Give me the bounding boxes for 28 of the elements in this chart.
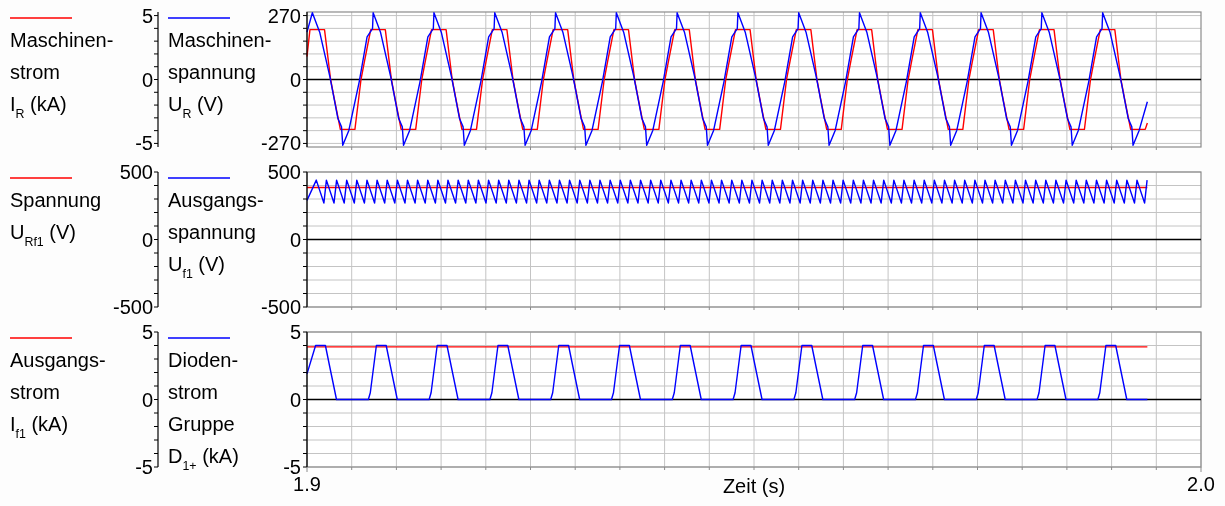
line-series <box>306 344 1149 401</box>
y-tick-label: -5 <box>135 456 153 478</box>
legend-label: Spannung U$_{Rf1}$ (V) <box>10 189 102 249</box>
y-tick-label: 0 <box>141 228 153 251</box>
legend-label: Ausgangs- strom I$_{f1}$ (kA) <box>10 349 106 441</box>
y2-tick-label: -500 <box>260 296 301 318</box>
legend-label: Dioden- strom Gruppe D$_{1+}$ (kA) <box>168 349 239 473</box>
x-axis-title: Zeit (s) <box>722 475 786 497</box>
y-tick-label: 500 <box>119 161 153 183</box>
line-series <box>306 28 1149 131</box>
legend-label: Ausgangs- spannung U$_{f1}$ (V) <box>168 189 264 281</box>
y2-tick-label: 0 <box>289 68 301 91</box>
y-tick-label: 5 <box>141 321 153 343</box>
y2-tick-label: 270 <box>267 4 301 27</box>
y2-tick-label: -270 <box>260 132 301 155</box>
y2-tick-label: 0 <box>289 228 301 251</box>
y2-tick-label: 500 <box>267 161 301 183</box>
y2-tick-label: 0 <box>289 388 301 411</box>
y-tick-label: -5 <box>135 132 153 155</box>
y-tick-label: 0 <box>141 388 153 411</box>
legend-label: Maschinen- strom I$_{R}$ (kA) <box>10 29 114 121</box>
line-series <box>306 12 1149 147</box>
y-tick-label: 5 <box>141 4 153 27</box>
legend-label: Maschinen- spannung U$_{R}$ (V) <box>168 29 272 121</box>
y2-tick-label: 5 <box>289 321 301 343</box>
x-tick-label: 2.0 <box>1187 473 1215 495</box>
y-tick-label: 0 <box>141 68 153 91</box>
y-tick-label: -500 <box>112 296 153 318</box>
